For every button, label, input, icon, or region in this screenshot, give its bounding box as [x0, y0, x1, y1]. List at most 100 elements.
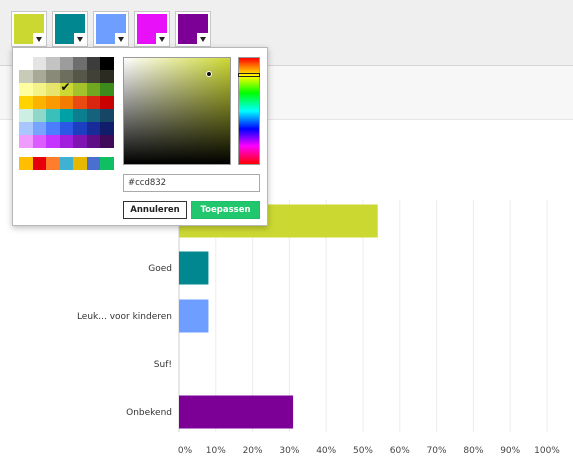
caret-down-icon	[77, 37, 83, 42]
palette-color[interactable]	[86, 57, 100, 70]
palette-color[interactable]	[73, 135, 87, 148]
bar[interactable]	[179, 395, 294, 429]
palette-color[interactable]	[32, 109, 46, 122]
hex-color-input[interactable]	[123, 174, 260, 192]
palette-color[interactable]	[86, 83, 100, 96]
recent-color[interactable]	[73, 157, 87, 170]
palette-color[interactable]	[46, 96, 60, 109]
palette-color[interactable]	[59, 70, 73, 83]
swatch-button-5[interactable]	[175, 11, 211, 47]
palette-color[interactable]	[100, 135, 114, 148]
palette-color[interactable]: ✔	[59, 80, 73, 96]
palette-color[interactable]	[32, 70, 46, 83]
caret-down-icon	[36, 37, 42, 42]
swatch-button-2[interactable]	[52, 11, 88, 47]
palette-color[interactable]	[100, 122, 114, 135]
x-tick-label: 90%	[500, 446, 520, 456]
palette-color[interactable]	[32, 135, 46, 148]
palette-color[interactable]	[59, 109, 73, 122]
palette-color[interactable]	[100, 83, 114, 96]
sv-cursor-handle[interactable]	[206, 71, 212, 77]
x-tick-label: 20%	[243, 446, 263, 456]
palette-color[interactable]	[59, 122, 73, 135]
palette-color[interactable]	[100, 57, 114, 70]
x-tick-label: 80%	[463, 446, 483, 456]
palette-color[interactable]	[86, 70, 100, 83]
palette-color[interactable]	[73, 83, 87, 96]
recent-color[interactable]	[86, 157, 100, 170]
swatch-color	[14, 14, 44, 44]
hue-slider-handle[interactable]	[238, 73, 260, 77]
checkmark-icon: ✔	[60, 80, 71, 94]
x-tick-label: 40%	[316, 446, 336, 456]
recent-color[interactable]	[46, 157, 60, 170]
recent-color[interactable]	[59, 157, 73, 170]
bar[interactable]	[179, 299, 209, 333]
palette-color[interactable]	[86, 96, 100, 109]
palette-color[interactable]	[73, 70, 87, 83]
palette-color[interactable]	[73, 122, 87, 135]
palette-color[interactable]	[46, 122, 60, 135]
recent-colors	[19, 157, 114, 170]
palette-color[interactable]	[46, 57, 60, 70]
palette-color[interactable]	[59, 57, 73, 70]
x-tick-label: 70%	[427, 446, 447, 456]
swatch-button-3[interactable]	[93, 11, 129, 47]
color-palette: ✔	[19, 57, 114, 148]
palette-color[interactable]	[100, 70, 114, 83]
category-label: Leuk... voor kinderen	[77, 312, 172, 322]
recent-color[interactable]	[100, 157, 114, 170]
x-tick-label: 100%	[534, 446, 560, 456]
x-tick-label: 50%	[353, 446, 373, 456]
x-tick-label: 30%	[279, 446, 299, 456]
palette-color[interactable]	[46, 109, 60, 122]
swatch-color	[96, 14, 126, 44]
color-picker-popup: ✔ Annuleren Toepassen	[12, 47, 268, 226]
category-label: Suf!	[154, 360, 172, 370]
palette-color[interactable]	[59, 96, 73, 109]
hue-slider[interactable]	[238, 57, 260, 165]
recent-color[interactable]	[32, 157, 46, 170]
category-label: Onbekend	[126, 408, 172, 418]
palette-color[interactable]	[73, 96, 87, 109]
palette-color[interactable]	[86, 109, 100, 122]
palette-color[interactable]	[46, 135, 60, 148]
caret-down-icon	[118, 37, 124, 42]
cancel-button[interactable]: Annuleren	[123, 201, 187, 219]
x-tick-label: 10%	[206, 446, 226, 456]
recent-color[interactable]	[19, 157, 33, 170]
palette-color[interactable]	[100, 109, 114, 122]
palette-color[interactable]	[46, 83, 60, 96]
palette-color[interactable]	[73, 109, 87, 122]
x-tick-label: 60%	[390, 446, 410, 456]
palette-color[interactable]	[19, 122, 33, 135]
palette-color[interactable]	[19, 109, 33, 122]
swatch-color	[137, 14, 167, 44]
x-tick-label: 0%	[178, 446, 193, 456]
palette-color[interactable]	[32, 96, 46, 109]
palette-color[interactable]	[100, 96, 114, 109]
palette-color[interactable]	[46, 70, 60, 83]
palette-color[interactable]	[19, 70, 33, 83]
palette-color[interactable]	[32, 57, 46, 70]
bar[interactable]	[179, 251, 209, 285]
palette-color[interactable]	[32, 122, 46, 135]
caret-down-icon	[200, 37, 206, 42]
caret-down-icon	[159, 37, 165, 42]
apply-button[interactable]: Toepassen	[191, 201, 260, 219]
swatch-color	[55, 14, 85, 44]
palette-color[interactable]	[86, 122, 100, 135]
palette-color[interactable]	[19, 83, 33, 96]
palette-color[interactable]	[19, 135, 33, 148]
swatch-button-4[interactable]	[134, 11, 170, 47]
category-label: Goed	[148, 264, 172, 274]
palette-color[interactable]	[19, 96, 33, 109]
palette-color[interactable]	[73, 57, 87, 70]
palette-color[interactable]	[59, 135, 73, 148]
palette-color[interactable]	[32, 83, 46, 96]
swatch-button-1[interactable]	[11, 11, 47, 47]
palette-color[interactable]	[86, 135, 100, 148]
saturation-value-area[interactable]	[123, 57, 231, 165]
palette-color[interactable]	[19, 57, 33, 70]
